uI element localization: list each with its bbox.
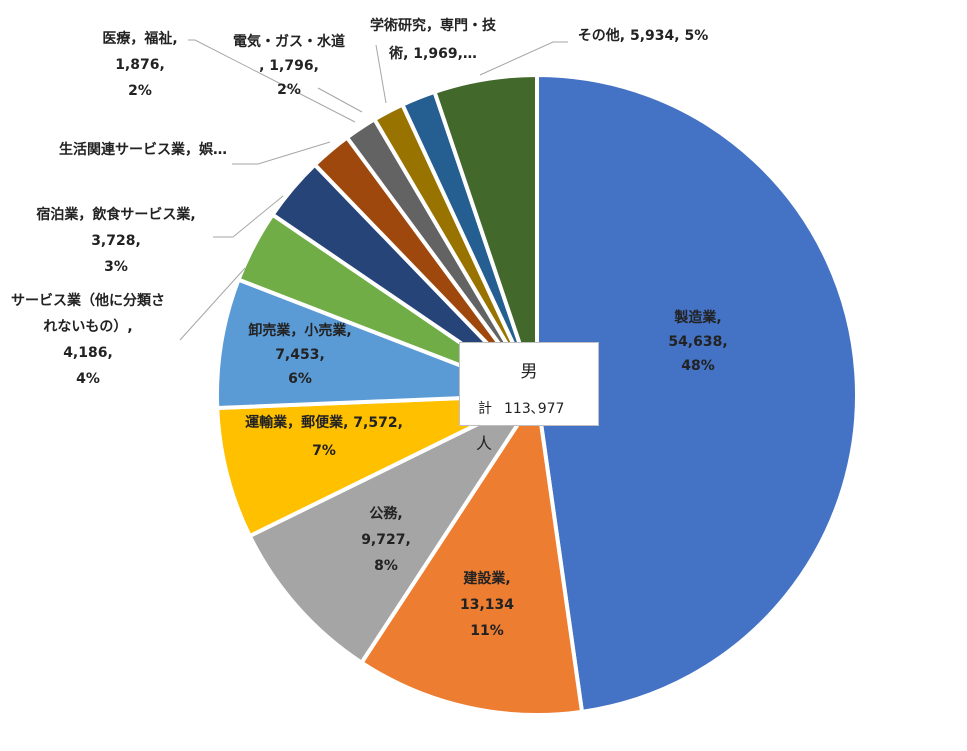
slice-label-9: 医療，福祉, 1,876, 2% — [102, 30, 177, 99]
pie-slice-1 — [535, 73, 859, 714]
center-unit: 人 — [476, 434, 493, 453]
center-total-value: 113､977 — [504, 401, 565, 417]
slice-label-4: 運輸業，郵便業, 7,572, 7% — [245, 414, 403, 459]
slice-label-1: 製造業, 54,638, 48% — [668, 309, 727, 374]
slice-label-8: 生活関連サービス業，娯… — [59, 141, 227, 158]
slice-label-2: 建設業, 13,134 11% — [460, 570, 514, 639]
slice-label-3: 公務, 9,727, 8% — [361, 505, 411, 574]
slice-label-11: 学術研究，専門・技術, 1,969,… — [370, 17, 497, 62]
slice-label-6: サービス業（他に分類されないもの）, 4,186, 4% — [11, 292, 165, 387]
leader-line-7 — [213, 195, 284, 238]
pie-slice-5 — [215, 277, 539, 410]
leader-line-12 — [479, 41, 568, 76]
leader-line-8 — [232, 141, 331, 165]
leader-line-11 — [375, 44, 387, 104]
pie-slice-2 — [359, 393, 584, 717]
slice-label-12: その他, 5,934, 5% — [578, 27, 708, 44]
pie-slice-4 — [215, 393, 539, 539]
leader-line-6 — [179, 267, 246, 341]
center-label-box: 男 計 113､977 — [459, 342, 599, 426]
leader-lines — [179, 39, 568, 341]
pie-slice-12 — [432, 73, 539, 397]
leader-line-10 — [317, 87, 363, 113]
slice-label-5: 卸売業，小売業, 7,453, 6% — [248, 322, 351, 387]
center-title: 男 — [520, 362, 538, 382]
slice-label-10: 電気・ガス・水道, 1,796, 2% — [233, 33, 345, 98]
center-total: 計 113､977 — [478, 398, 564, 418]
pie-slice-3 — [247, 393, 539, 665]
slice-label-7: 宿泊業，飲食サービス業, 3,728, 3% — [36, 206, 195, 275]
leader-line-9 — [188, 39, 356, 123]
center-total-label: 計 — [478, 401, 492, 417]
slice-labels: 製造業, 54,638, 48% 建設業, 13,134 11% 公務, 9,727, 8% 運輸… — [11, 17, 728, 639]
